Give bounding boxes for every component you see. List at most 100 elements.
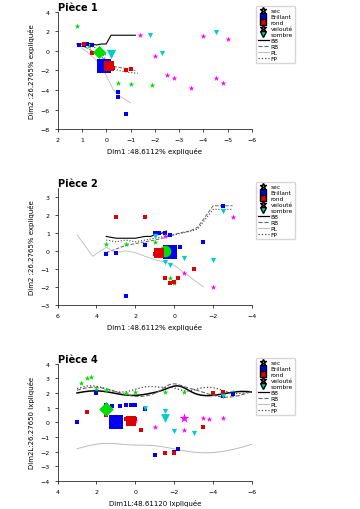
Point bbox=[103, 62, 109, 70]
Point bbox=[132, 401, 138, 409]
Point bbox=[103, 251, 109, 259]
Point bbox=[96, 58, 102, 66]
Point bbox=[171, 280, 177, 288]
Point bbox=[152, 251, 158, 259]
Point bbox=[149, 82, 155, 90]
Point bbox=[138, 426, 144, 434]
Point bbox=[116, 89, 121, 97]
Point bbox=[81, 41, 87, 49]
Point bbox=[123, 389, 129, 397]
Point bbox=[210, 284, 216, 292]
Point bbox=[142, 242, 148, 250]
Point bbox=[220, 208, 226, 216]
Point bbox=[108, 50, 114, 59]
Y-axis label: Dim2 :26.2765% expliquée: Dim2 :26.2765% expliquée bbox=[28, 24, 35, 119]
Point bbox=[152, 450, 158, 459]
Point bbox=[123, 401, 129, 409]
Point bbox=[191, 265, 197, 273]
Point bbox=[188, 84, 194, 93]
Point bbox=[220, 202, 226, 210]
Point bbox=[86, 43, 92, 51]
Point bbox=[152, 52, 158, 61]
Point bbox=[74, 418, 80, 427]
Point bbox=[162, 247, 167, 256]
Point bbox=[171, 278, 177, 286]
Point bbox=[177, 244, 183, 252]
Point bbox=[123, 415, 129, 423]
Point bbox=[147, 32, 153, 40]
Point bbox=[84, 41, 90, 49]
Point bbox=[137, 32, 143, 40]
Point bbox=[152, 229, 158, 237]
Y-axis label: Dim2L:26.27650 lxpliquée: Dim2L:26.27650 lxpliquée bbox=[28, 377, 35, 468]
Point bbox=[152, 238, 158, 246]
Point bbox=[113, 249, 119, 257]
X-axis label: Dim1 :48.6112% expliquée: Dim1 :48.6112% expliquée bbox=[107, 324, 202, 330]
Point bbox=[201, 423, 206, 431]
Point bbox=[162, 449, 167, 457]
Text: Pièce 1: Pièce 1 bbox=[58, 3, 97, 13]
Point bbox=[94, 389, 99, 397]
Point bbox=[175, 274, 181, 282]
Point bbox=[181, 254, 187, 263]
Point bbox=[101, 63, 107, 71]
Point bbox=[213, 75, 219, 83]
Point bbox=[164, 72, 170, 80]
X-axis label: Dim1L:48.61120 lxpliquée: Dim1L:48.61120 lxpliquée bbox=[109, 499, 201, 506]
Point bbox=[181, 388, 187, 396]
Text: Pièce 4: Pièce 4 bbox=[58, 354, 97, 364]
Point bbox=[181, 269, 187, 277]
Point bbox=[96, 49, 102, 57]
Point bbox=[210, 389, 216, 397]
Point bbox=[123, 240, 129, 248]
Point bbox=[175, 445, 181, 453]
Point bbox=[191, 429, 197, 437]
X-axis label: Dim1 :48.6112% expliquée: Dim1 :48.6112% expliquée bbox=[107, 148, 202, 155]
Point bbox=[101, 49, 107, 58]
Point bbox=[162, 274, 167, 282]
Point bbox=[230, 388, 235, 396]
Point bbox=[106, 62, 112, 70]
Point bbox=[123, 67, 129, 75]
Point bbox=[123, 111, 129, 119]
Point bbox=[113, 418, 119, 427]
Point bbox=[220, 389, 226, 397]
Point bbox=[162, 247, 167, 255]
Point bbox=[181, 414, 187, 422]
Point bbox=[116, 80, 121, 88]
Point bbox=[225, 36, 230, 44]
Point bbox=[142, 213, 148, 221]
Point bbox=[103, 411, 109, 419]
Point bbox=[103, 405, 109, 413]
Point bbox=[132, 415, 138, 423]
Point bbox=[152, 423, 158, 431]
Point bbox=[132, 417, 138, 425]
Point bbox=[106, 68, 112, 76]
Point bbox=[129, 417, 134, 425]
Point bbox=[162, 407, 167, 415]
Point bbox=[156, 229, 162, 237]
Point bbox=[162, 229, 167, 237]
Point bbox=[81, 42, 87, 50]
Point bbox=[171, 449, 177, 457]
Point bbox=[159, 49, 165, 58]
Point bbox=[111, 65, 116, 73]
Point bbox=[78, 379, 84, 387]
Point bbox=[206, 415, 212, 423]
Point bbox=[77, 42, 82, 50]
Point bbox=[201, 33, 206, 41]
Point bbox=[220, 414, 226, 422]
Point bbox=[88, 373, 94, 381]
Point bbox=[230, 213, 235, 221]
Legend: sec, Brillant, rond, velouté, sombre, BB, RB, PL, FP: sec, Brillant, rond, velouté, sombre, BB… bbox=[256, 358, 295, 415]
Point bbox=[142, 405, 148, 413]
Point bbox=[103, 401, 109, 409]
Point bbox=[220, 392, 226, 400]
Point bbox=[127, 81, 133, 89]
Point bbox=[109, 402, 115, 410]
Point bbox=[201, 414, 206, 422]
Point bbox=[167, 262, 173, 270]
Point bbox=[230, 390, 235, 399]
Point bbox=[132, 388, 138, 396]
Legend: sec, Brillant, rond, velouté, sombre, BB, RB, PL, FP: sec, Brillant, rond, velouté, sombre, BB… bbox=[256, 7, 295, 64]
